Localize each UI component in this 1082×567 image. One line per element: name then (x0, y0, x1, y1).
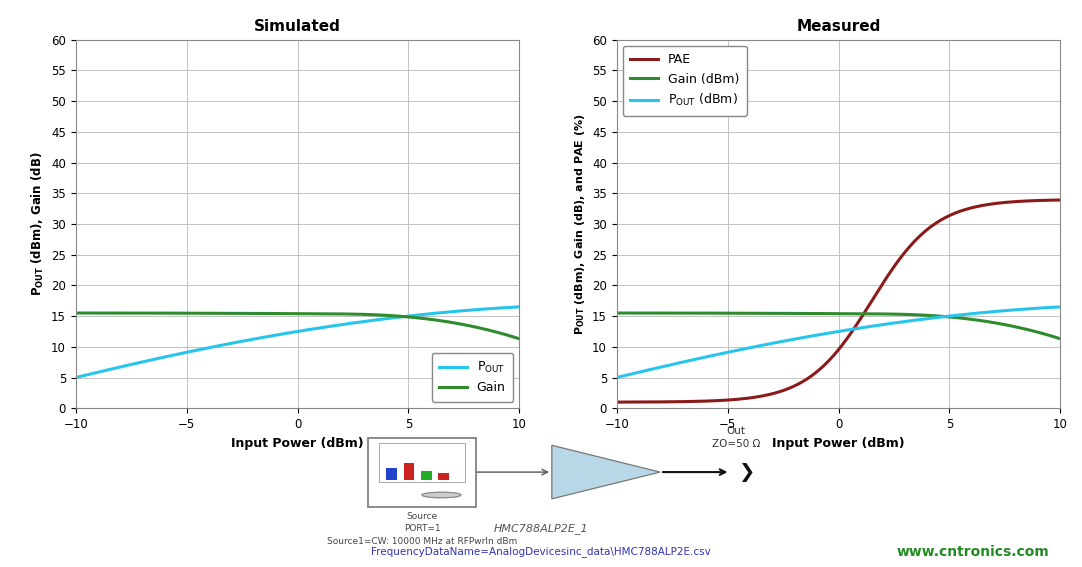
Y-axis label: P$_\mathregular{OUT}$ (dBm), Gain (dB): P$_\mathregular{OUT}$ (dBm), Gain (dB) (29, 152, 45, 296)
Legend: PAE, Gain (dBm), P$_\mathregular{OUT}$ (dBm): PAE, Gain (dBm), P$_\mathregular{OUT}$ (… (623, 46, 747, 116)
Circle shape (422, 492, 461, 498)
Text: FrequencyDataName=AnalogDevicesinc_data\HMC788ALP2E.csv: FrequencyDataName=AnalogDevicesinc_data\… (371, 546, 711, 557)
X-axis label: Input Power (dBm): Input Power (dBm) (232, 437, 364, 450)
Bar (438, 473, 449, 480)
Polygon shape (552, 445, 660, 499)
Bar (379, 443, 465, 482)
FancyBboxPatch shape (368, 438, 476, 506)
X-axis label: Input Power (dBm): Input Power (dBm) (773, 437, 905, 450)
Y-axis label: P$_\mathregular{OUT}$ (dBm), Gain (dB), and PAE (%): P$_\mathregular{OUT}$ (dBm), Gain (dB), … (572, 113, 586, 335)
Text: Out
ZO=50 Ω: Out ZO=50 Ω (712, 426, 760, 449)
Bar (404, 463, 414, 480)
Title: Measured: Measured (796, 19, 881, 35)
Text: ❯: ❯ (738, 463, 754, 481)
Title: Simulated: Simulated (254, 19, 341, 35)
Text: HMC788ALP2E_1: HMC788ALP2E_1 (493, 523, 589, 534)
Bar (421, 471, 432, 480)
Legend: P$_\mathregular{OUT}$, Gain: P$_\mathregular{OUT}$, Gain (432, 353, 513, 402)
Text: www.cntronics.com: www.cntronics.com (897, 545, 1050, 558)
Bar (386, 468, 397, 480)
Text: Source
PORT=1
Source1=CW: 10000 MHz at RFPwrIn dBm: Source PORT=1 Source1=CW: 10000 MHz at R… (327, 512, 517, 546)
